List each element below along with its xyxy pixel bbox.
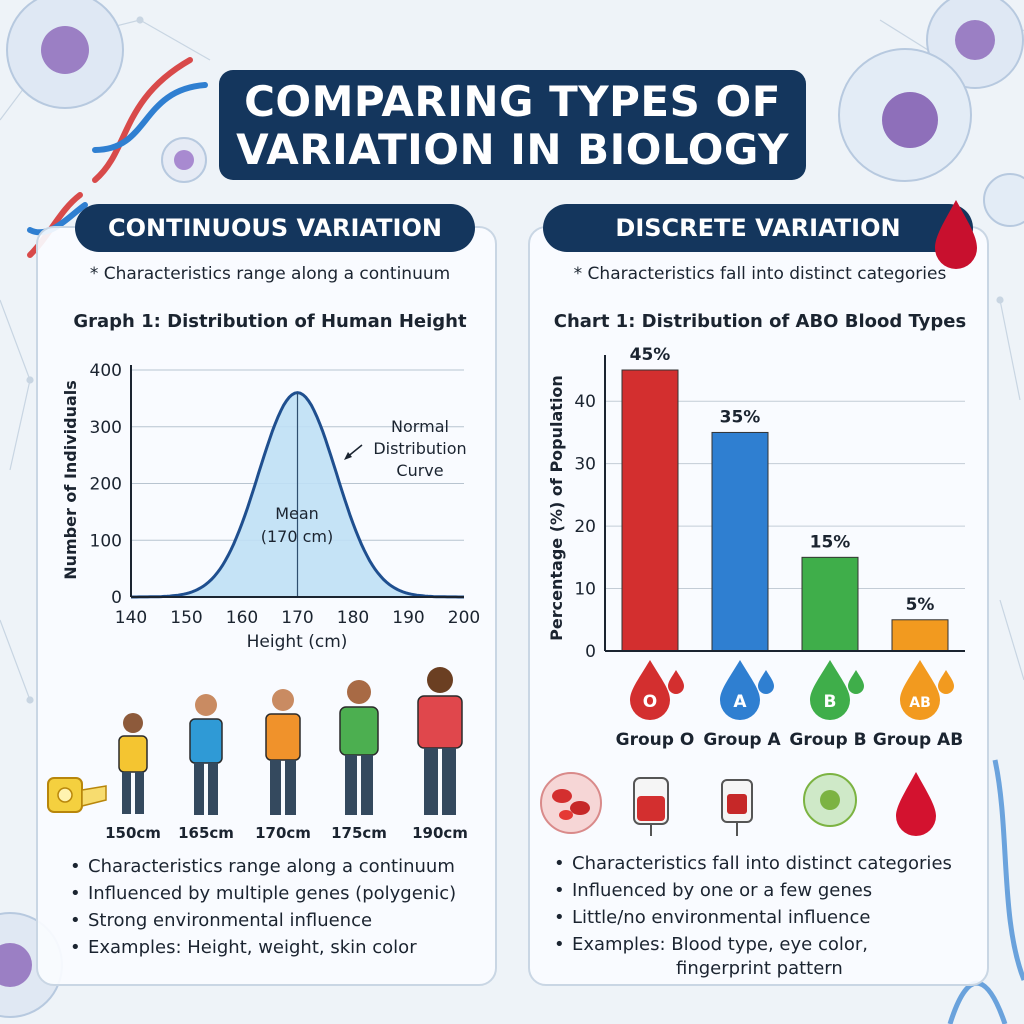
continuous-note: * Characteristics range along a continuu… bbox=[89, 264, 451, 284]
height-label-190: 190cm bbox=[412, 824, 468, 842]
continuous-bullet-4: Examples: Height, weight, skin color bbox=[68, 934, 493, 961]
continuous-bullet-2: Influenced by multiple genes (polygenic) bbox=[68, 880, 493, 907]
group-b-label: Group B bbox=[789, 730, 867, 750]
title-line-1: COMPARING TYPES OF bbox=[244, 77, 781, 126]
discrete-bullets: Characteristics fall into distinct categ… bbox=[552, 850, 984, 958]
continuous-bullet-3: Strong environmental influence bbox=[68, 907, 493, 934]
discrete-heading: DISCRETE VARIATION bbox=[543, 204, 973, 252]
continuous-bullets: Characteristics range along a continuum … bbox=[68, 853, 493, 961]
cell-top-left bbox=[6, 0, 124, 109]
blood-chart-title: Chart 1: Distribution of ABO Blood Types bbox=[553, 311, 967, 332]
discrete-bullet-4: Examples: Blood type, eye color, bbox=[552, 931, 984, 958]
discrete-bullet-4-continuation: fingerprint pattern bbox=[676, 958, 843, 979]
height-label-165: 165cm bbox=[178, 824, 234, 842]
main-title: COMPARING TYPES OF VARIATION IN BIOLOGY bbox=[219, 70, 806, 180]
cell-top-right bbox=[838, 0, 1024, 227]
discrete-note: * Characteristics fall into distinct cat… bbox=[573, 264, 947, 284]
height-label-170: 170cm bbox=[255, 824, 311, 842]
group-ab-label: Group AB bbox=[872, 730, 964, 750]
discrete-bullet-1: Characteristics fall into distinct categ… bbox=[552, 850, 984, 877]
continuous-bullet-1: Characteristics range along a continuum bbox=[68, 853, 493, 880]
title-line-2: VARIATION IN BIOLOGY bbox=[236, 125, 789, 174]
discrete-bullet-3: Little/no environmental influence bbox=[552, 904, 984, 931]
continuous-heading: CONTINUOUS VARIATION bbox=[75, 204, 475, 252]
dna-helix-top-left bbox=[27, 57, 208, 258]
height-graph-title: Graph 1: Distribution of Human Height bbox=[73, 311, 467, 332]
discrete-bullet-2: Influenced by one or a few genes bbox=[552, 877, 984, 904]
small-cell bbox=[161, 137, 207, 183]
height-label-150: 150cm bbox=[105, 824, 161, 842]
group-o-label: Group O bbox=[615, 730, 695, 750]
group-a-label: Group A bbox=[703, 730, 781, 750]
height-label-175: 175cm bbox=[331, 824, 387, 842]
